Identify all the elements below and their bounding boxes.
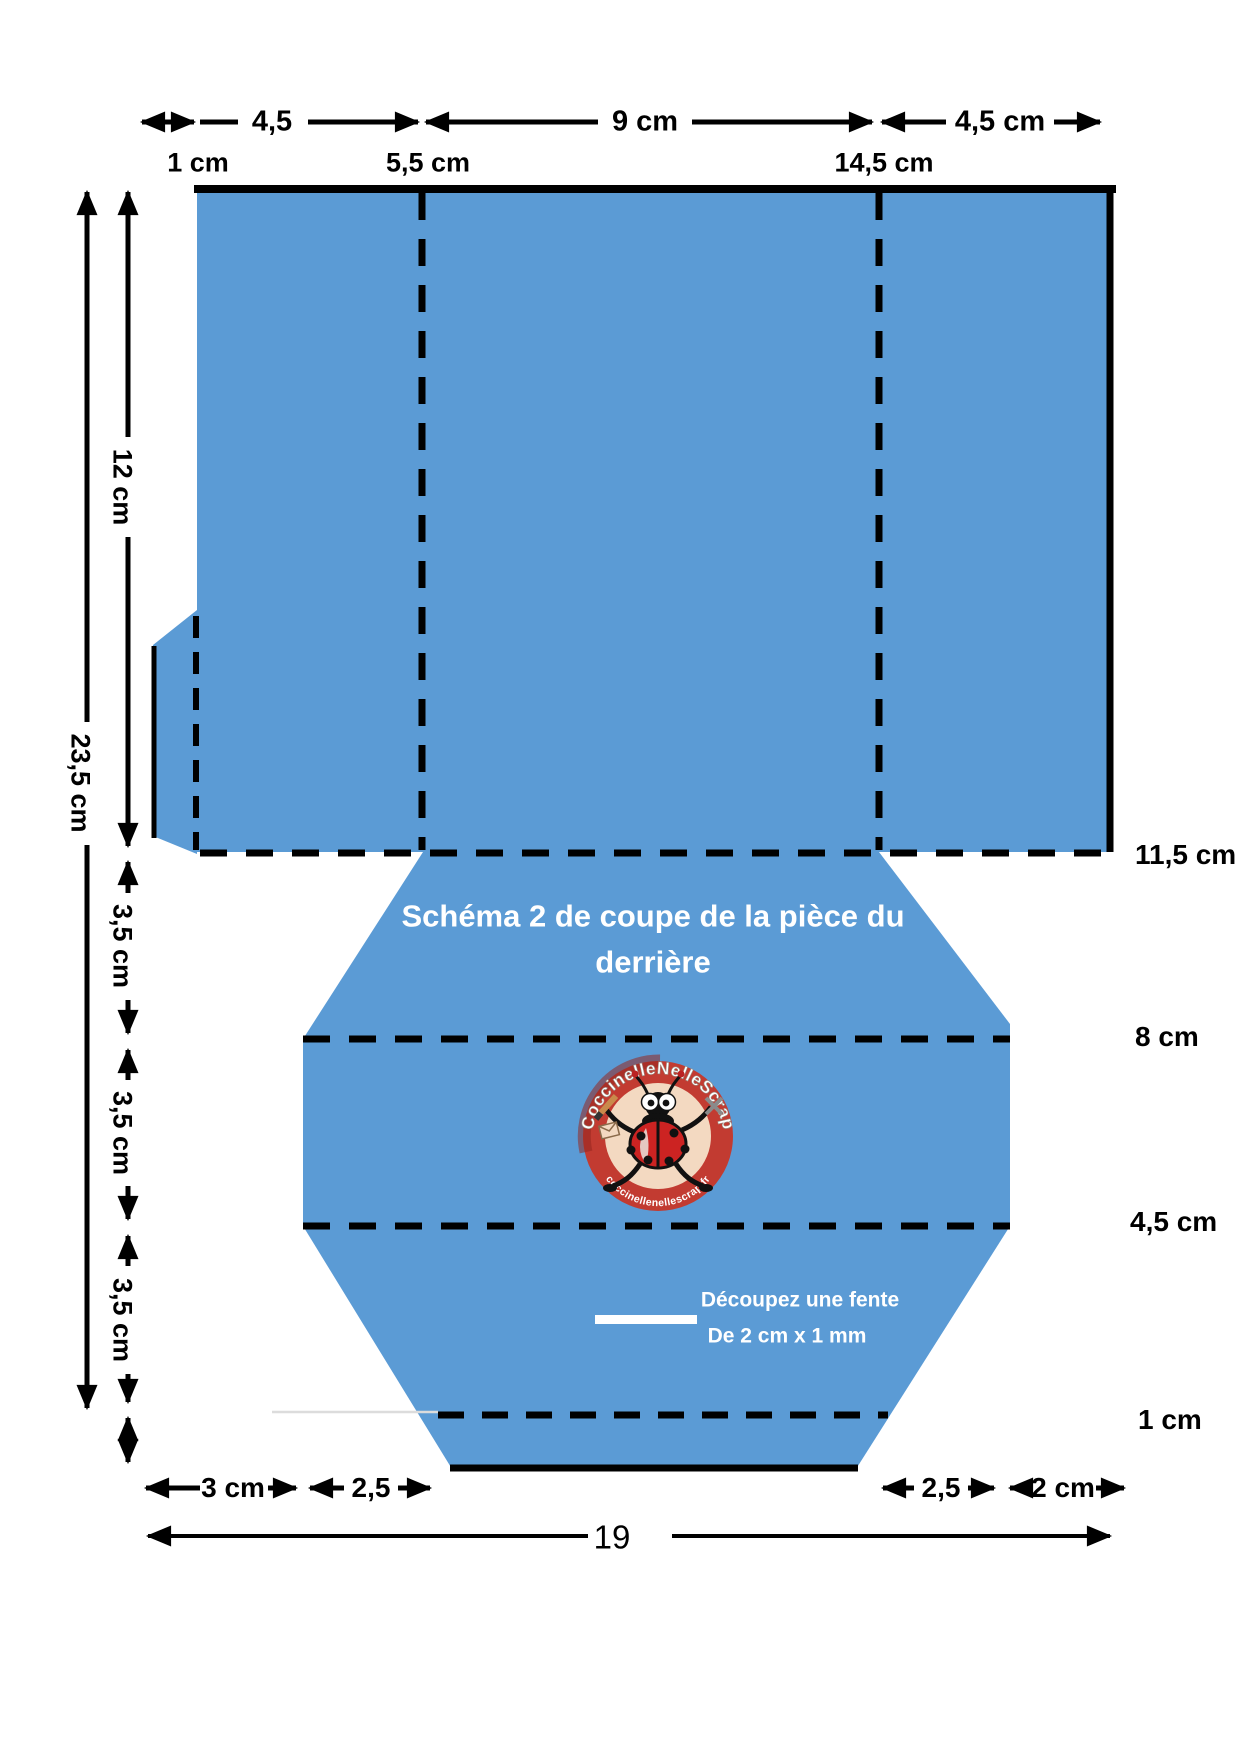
dim-left-seg-3: 3,5 cm: [107, 1277, 138, 1363]
dim-total-width-19: 19: [593, 1518, 631, 1556]
dim-left-seg-1: 3,5 cm: [107, 903, 138, 989]
dim-top-3: 4,5 cm: [954, 105, 1046, 138]
dim-left-23-5cm: 23,5 cm: [65, 733, 96, 833]
dim-bottom-2-5-right: 2,5: [921, 1472, 961, 1503]
slit-mark: [595, 1315, 697, 1324]
mark-right-1cm: 1 cm: [1138, 1404, 1202, 1435]
slit-note-line2: De 2 cm x 1 mm: [707, 1324, 867, 1348]
logo-ring-shade: [577, 1054, 661, 1154]
mark-right-8cm: 8 cm: [1135, 1021, 1199, 1052]
dim-left-seg-2: 3,5 cm: [107, 1090, 138, 1176]
fold-mark-14-5cm: 14,5 cm: [834, 147, 934, 178]
dim-top-1: 4,5: [251, 105, 293, 138]
schema-title-line1: Schéma 2 de coupe de la pièce du: [401, 898, 905, 934]
fold-mark-5-5cm: 5,5 cm: [385, 147, 471, 178]
glue-flap-shape: [153, 610, 197, 854]
dim-bottom-2-5-left: 2,5: [351, 1472, 391, 1503]
schema-title-line2: derrière: [595, 944, 711, 980]
dim-left-12cm: 12 cm: [107, 448, 138, 526]
dim-bottom-2cm: 2 cm: [1031, 1472, 1095, 1503]
main-panel-shape: [197, 185, 1113, 852]
mark-right-11-5cm: 11,5 cm: [1135, 839, 1237, 870]
fold-mark-1cm: 1 cm: [167, 147, 229, 178]
ladybug-mascot: [593, 1070, 724, 1192]
dim-bottom-3cm: 3 cm: [201, 1472, 265, 1503]
slit-note-line1: Découpez une fente: [700, 1288, 900, 1312]
dim-top-2: 9 cm: [611, 105, 679, 138]
mark-right-4-5cm: 4,5 cm: [1130, 1206, 1218, 1237]
